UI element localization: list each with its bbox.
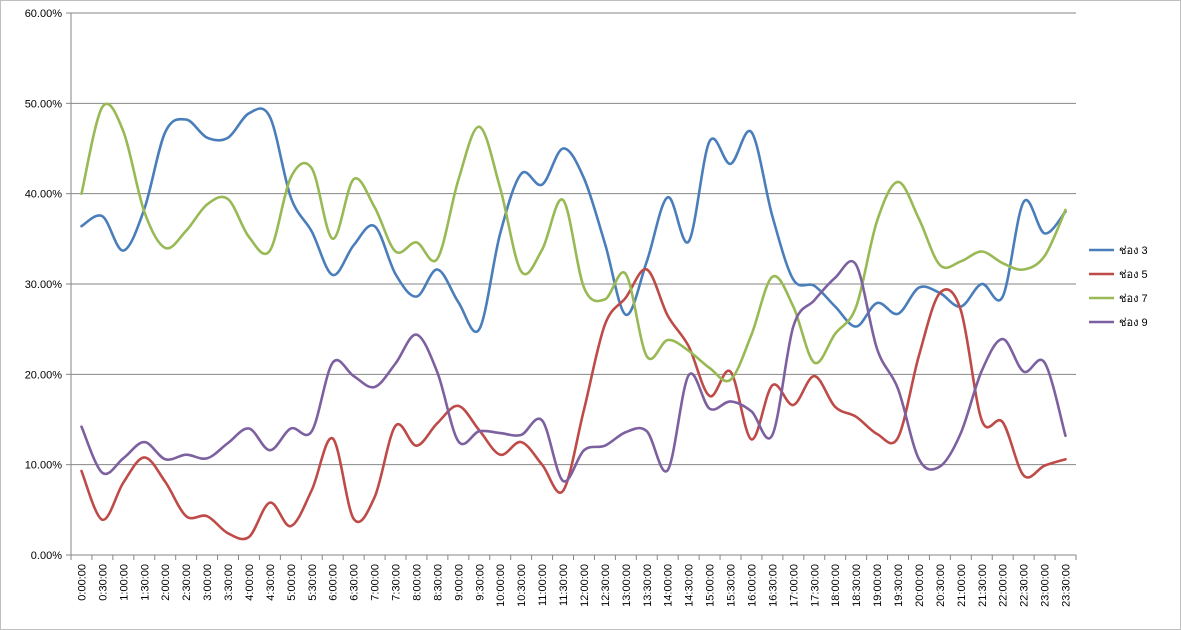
axes: [66, 12, 1077, 560]
x-tick-label: 17:00:00: [788, 564, 800, 607]
y-axis-ticks: 0.00% 10.00% 20.00% 30.00% 40.00% 50.00% 60.00…: [25, 8, 63, 562]
x-tick-label: 8:30:00: [432, 564, 444, 601]
x-tick-label: 22:00:00: [998, 564, 1010, 607]
series-line-2: [80, 268, 1067, 541]
x-tick-label: 17:30:00: [809, 564, 821, 607]
x-tick-label: 5:30:00: [307, 564, 319, 601]
x-tick-label: 18:00:00: [830, 564, 842, 607]
x-tick-label: 3:00:00: [202, 564, 214, 601]
y-tick-label: 60.00%: [25, 8, 63, 20]
x-tick-label: 19:00:00: [872, 564, 884, 607]
x-tick-label: 21:00:00: [956, 564, 968, 607]
x-tick-label: 23:00:00: [1040, 564, 1052, 607]
y-tick-label: 0.00%: [31, 550, 62, 562]
x-tick-label: 2:30:00: [181, 564, 193, 601]
x-tick-label: 4:00:00: [244, 564, 256, 601]
x-tick-label: 21:30:00: [977, 564, 989, 607]
legend-label: ช่อง 9: [1119, 317, 1148, 329]
x-tick-label: 14:30:00: [684, 564, 696, 607]
x-tick-label: 2:00:00: [160, 564, 172, 601]
x-tick-label: 6:00:00: [328, 564, 340, 601]
x-tick-label: 7:00:00: [370, 564, 382, 601]
x-tick-label: 0:30:00: [97, 564, 109, 601]
x-tick-label: 7:30:00: [391, 564, 403, 601]
x-tick-label: 20:00:00: [914, 564, 926, 607]
x-tick-label: 16:00:00: [746, 564, 758, 607]
series-line-1: [80, 107, 1067, 334]
x-tick-label: 1:30:00: [139, 564, 151, 601]
x-tick-label: 11:30:00: [558, 564, 570, 606]
x-tick-label: 23:30:00: [1061, 564, 1073, 607]
x-tick-label: 9:00:00: [453, 564, 465, 601]
x-tick-label: 18:30:00: [851, 564, 863, 607]
x-tick-label: 14:00:00: [663, 564, 675, 607]
x-tick-label: 6:30:00: [349, 564, 361, 601]
x-tick-label: 10:00:00: [495, 564, 507, 607]
series-line-4: [80, 259, 1067, 483]
x-tick-label: 11:00:00: [537, 564, 549, 606]
x-tick-label: 10:30:00: [516, 564, 528, 607]
x-tick-label: 9:30:00: [474, 564, 486, 601]
series-line-3: [80, 102, 1067, 383]
y-tick-label: 50.00%: [25, 98, 63, 110]
series-lines: [80, 102, 1067, 541]
x-tick-label: 16:30:00: [767, 564, 779, 607]
legend-label: ช่อง 3: [1119, 245, 1148, 257]
x-tick-label: 5:00:00: [286, 564, 298, 601]
legend-label: ช่อง 5: [1119, 269, 1148, 281]
x-tick-label: 12:30:00: [600, 564, 612, 607]
x-tick-label: 13:00:00: [621, 564, 633, 607]
x-tick-label: 20:30:00: [935, 564, 947, 607]
y-tick-label: 10.00%: [25, 460, 63, 472]
x-tick-label: 0:00:00: [76, 564, 88, 601]
y-tick-label: 40.00%: [25, 189, 63, 201]
x-tick-label: 8:00:00: [411, 564, 423, 601]
x-tick-label: 15:00:00: [705, 564, 717, 607]
legend: ช่อง 3 ช่อง 5 ช่อง 7 ช่อง 9: [1089, 245, 1148, 329]
legend-label: ช่อง 7: [1119, 293, 1148, 305]
x-axis-ticks: 0:00:00 0:30:00 1:00:00 1:30:00 2:00:00 2:30:…: [76, 564, 1072, 607]
x-tick-label: 1:00:00: [118, 564, 130, 601]
gridlines: [71, 12, 1076, 466]
x-tick-label: 15:30:00: [726, 564, 738, 607]
y-tick-label: 20.00%: [25, 369, 63, 381]
x-tick-label: 3:30:00: [223, 564, 235, 601]
x-tick-label: 19:30:00: [893, 564, 905, 607]
x-tick-label: 22:30:00: [1019, 564, 1031, 607]
x-tick-label: 13:30:00: [642, 564, 654, 607]
y-tick-label: 30.00%: [25, 279, 63, 291]
x-tick-label: 4:30:00: [265, 564, 277, 601]
x-tick-label: 12:00:00: [579, 564, 591, 607]
